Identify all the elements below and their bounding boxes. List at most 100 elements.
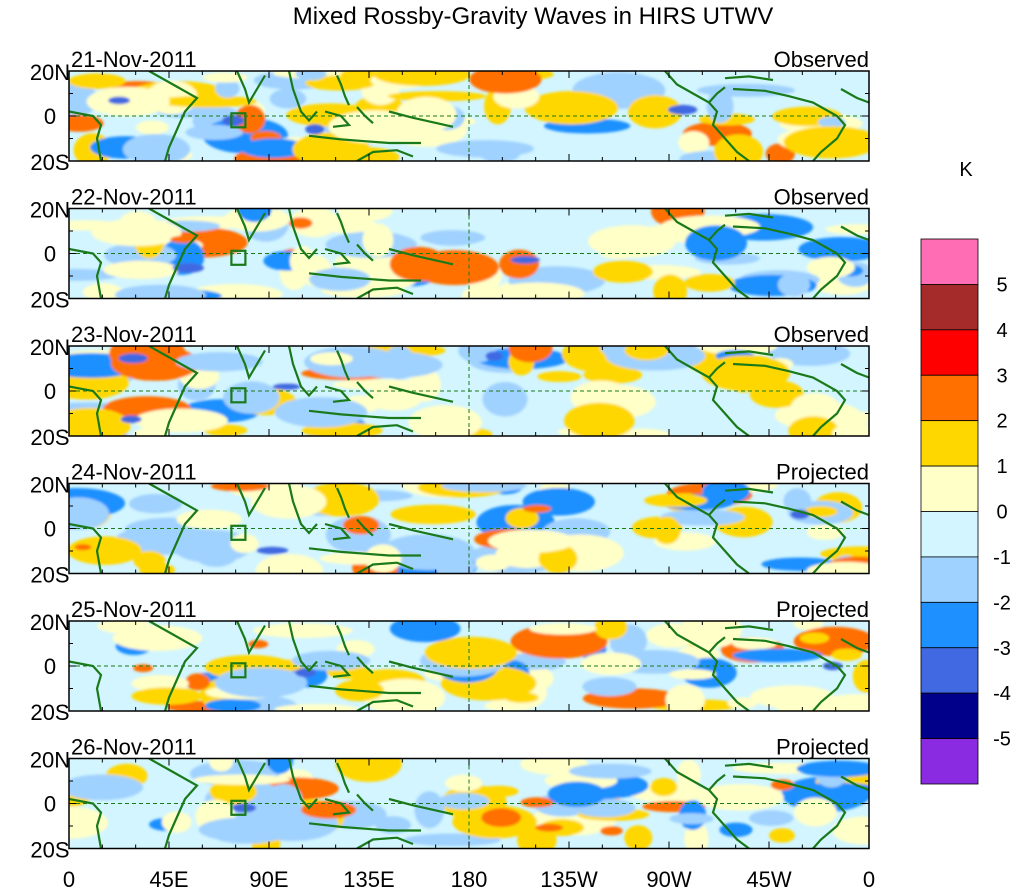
coastline	[356, 836, 414, 849]
latitude-tick-label: 0	[44, 654, 56, 679]
longitude-axis: 0 45E 90E 135E 180 135W 90W 45W 0	[63, 867, 875, 890]
anomaly-contour	[458, 346, 496, 363]
coastline	[335, 487, 351, 519]
anomaly-contour	[237, 208, 272, 223]
longitude-tick-label: 180	[451, 867, 488, 890]
colorbar-swatch	[920, 284, 979, 331]
coastlines	[69, 346, 869, 436]
colorbar-swatch	[920, 238, 979, 285]
anomaly-contour	[266, 758, 294, 774]
coastline	[69, 660, 103, 711]
coastline	[732, 225, 847, 299]
anomaly-core	[133, 664, 154, 673]
anomaly-contour	[214, 667, 308, 698]
region-box	[230, 524, 247, 541]
colorbar-swatch	[920, 465, 979, 512]
coastline	[148, 758, 199, 849]
coastline	[724, 75, 774, 82]
latitude-tick-label: 20N	[30, 748, 70, 773]
latitude-tick-label: 20N	[30, 473, 70, 498]
coastline	[324, 110, 352, 128]
coastline	[840, 775, 869, 792]
longitude-tick-label: 0	[863, 867, 875, 890]
anomaly-contour	[340, 71, 377, 81]
anomaly-contour	[777, 272, 811, 297]
panel: 25-Nov-2011 Projected 20N 0 20S	[30, 597, 870, 725]
panel-label: Observed	[774, 47, 869, 72]
anomaly-core	[535, 823, 563, 832]
colorbar-units: K	[959, 159, 973, 181]
anomaly-contour	[799, 632, 830, 644]
anomaly-contour	[133, 408, 228, 433]
anomaly-contour	[364, 678, 446, 711]
anomaly-contour	[250, 484, 327, 519]
anomaly-contour	[706, 89, 734, 123]
anomaly-contour	[788, 416, 839, 436]
coastline	[335, 762, 351, 794]
anomaly-core	[118, 353, 148, 364]
anomaly-contour	[387, 91, 487, 102]
panel-ticks	[68, 345, 870, 437]
anomaly-contour	[793, 621, 824, 631]
latitude-tick-label: 0	[44, 104, 56, 129]
coastline	[840, 500, 869, 517]
anomaly-contour	[109, 346, 186, 373]
anomaly-contour	[529, 623, 597, 635]
anomaly-contour	[568, 763, 652, 779]
anomaly-contour	[650, 777, 678, 797]
coastline	[308, 547, 421, 557]
anomaly-contour	[594, 621, 628, 640]
latitude-tick-label: 20N	[30, 60, 70, 85]
coastline	[356, 561, 414, 574]
anomaly-contour	[202, 72, 248, 83]
anomaly-contour	[129, 494, 183, 514]
anomaly-contour	[69, 407, 131, 436]
latitude-tick-label: 20S	[30, 838, 69, 863]
panel-label: Projected	[776, 735, 869, 760]
colorbar-swatch	[920, 556, 979, 603]
coastline	[335, 75, 351, 106]
coastline	[308, 272, 421, 282]
panel: 22-Nov-2011 Observed 20N 0 20S	[30, 185, 870, 313]
coastline	[69, 797, 103, 849]
anomaly-contour	[114, 284, 206, 299]
colorbar-swatch	[920, 692, 979, 739]
anomaly-contour	[366, 385, 423, 411]
coastline	[388, 385, 454, 403]
coastline	[324, 522, 352, 541]
colorbar-label: -5	[993, 729, 1011, 751]
coastline	[840, 363, 869, 379]
anomaly-contour	[644, 493, 708, 508]
anomaly-core	[172, 263, 204, 273]
coastline	[148, 621, 199, 711]
coastline	[356, 424, 414, 436]
anomaly-contour	[520, 797, 555, 808]
coastline	[235, 346, 266, 381]
anomaly-contour	[798, 237, 869, 262]
anomaly-contour	[508, 346, 553, 363]
coastline	[388, 110, 454, 128]
anomaly-contour	[223, 381, 280, 414]
anomaly-contour	[669, 813, 714, 825]
colorbar-label: -3	[993, 638, 1011, 660]
coastline	[732, 775, 847, 849]
anomaly-core	[667, 104, 698, 115]
coastline	[840, 638, 869, 654]
anomaly-contour	[806, 524, 844, 540]
latitude-tick-label: 0	[44, 517, 56, 542]
coastline	[732, 637, 847, 711]
coastline	[724, 625, 774, 632]
anomaly-core	[522, 504, 552, 513]
anomaly-contour	[444, 774, 483, 792]
latitude-tick-label: 20S	[30, 288, 69, 313]
coastline	[732, 500, 847, 574]
anomaly-contour	[481, 808, 521, 828]
anomaly-contour	[205, 698, 261, 711]
coastline	[148, 71, 199, 161]
anomaly-contour	[749, 810, 794, 826]
coastline	[235, 621, 266, 656]
coastline	[324, 660, 352, 678]
region-box	[230, 249, 247, 266]
